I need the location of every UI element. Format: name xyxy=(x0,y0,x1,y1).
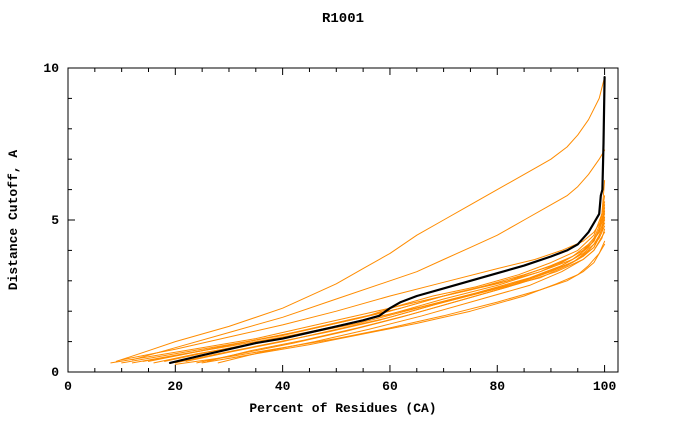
series-line-model-16 xyxy=(148,180,606,362)
series-line-model-13 xyxy=(174,243,606,365)
series-line-model-04 xyxy=(121,213,606,364)
series-line-model-high-outlier xyxy=(115,76,606,362)
y-axis-label: Distance Cutoff, A xyxy=(6,150,21,291)
series-line-model-upper xyxy=(131,149,606,361)
series-line-model-15 xyxy=(131,195,606,364)
x-axis-label: Percent of Residues (CA) xyxy=(249,401,436,416)
series-line-model-05 xyxy=(142,219,606,362)
series-lines xyxy=(110,75,606,365)
axis-tick-labels: 0 20 40 60 80 100 0 5 10 xyxy=(43,61,616,394)
series-line-model-14 xyxy=(201,240,606,364)
series-line-model-06 xyxy=(153,207,606,364)
x-tick-label: 80 xyxy=(489,379,505,394)
series-line-model-17 xyxy=(121,204,606,361)
y-tick-label: 10 xyxy=(43,61,59,76)
x-tick-label: 0 xyxy=(64,379,72,394)
series-line-highlighted-model xyxy=(168,75,606,364)
series-line-model-09 xyxy=(185,225,606,362)
x-tick-label: 100 xyxy=(593,379,617,394)
y-tick-label: 5 xyxy=(51,213,59,228)
x-tick-label: 20 xyxy=(168,379,184,394)
y-tick-label: 0 xyxy=(51,365,59,380)
chart-title: R1001 xyxy=(322,11,364,27)
x-tick-label: 60 xyxy=(382,379,398,394)
x-tick-label: 40 xyxy=(275,379,291,394)
series-line-model-07 xyxy=(164,222,606,362)
axis-ticks xyxy=(67,67,618,373)
